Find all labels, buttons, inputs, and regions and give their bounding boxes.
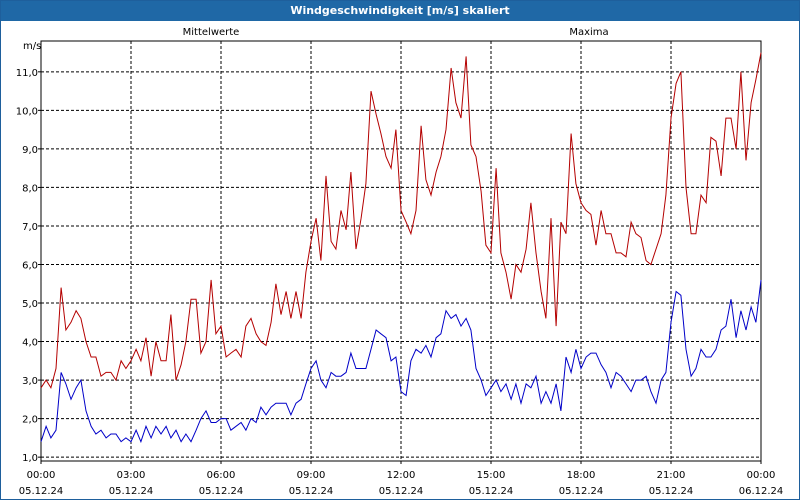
y-axis-label: m/s <box>23 41 41 52</box>
y-tick-label: 10,0 <box>16 106 38 117</box>
x-axis-ticks: 00:00 05.12.24 03:00 05.12.24 06:00 05.12.24 0… <box>19 461 784 497</box>
x-tick-date: 05.12.24 <box>289 486 334 497</box>
grid-lines <box>41 41 761 461</box>
y-tick-label: 8,0 <box>22 183 38 194</box>
x-tick-date: 05.12.24 <box>109 486 154 497</box>
y-tick-label: 6,0 <box>22 260 38 271</box>
legend-entry-max: Maxima <box>569 27 608 38</box>
x-tick-time: 15:00 <box>477 470 506 481</box>
x-tick-time: 03:00 <box>117 470 146 481</box>
x-tick-date: 05.12.24 <box>199 486 244 497</box>
x-tick-date: 05.12.24 <box>559 486 604 497</box>
y-tick-label: 9,0 <box>22 145 38 156</box>
x-tick-time: 00:00 <box>27 470 56 481</box>
y-tick-label: 11,0 <box>16 68 38 79</box>
x-tick-date: 05.12.24 <box>469 486 514 497</box>
x-tick-time: 21:00 <box>657 470 686 481</box>
y-tick-label: 2,0 <box>22 415 38 426</box>
x-tick-time: 18:00 <box>567 470 596 481</box>
series-group <box>40 52 762 444</box>
legend-entry-mean: Mittelwerte <box>183 27 240 38</box>
y-tick-label: 7,0 <box>22 222 38 233</box>
x-tick-date: 05.12.24 <box>379 486 424 497</box>
x-tick-date: 06.12.24 <box>739 486 784 497</box>
x-tick-time: 06:00 <box>207 470 236 481</box>
x-tick-date: 05.12.24 <box>19 486 64 497</box>
y-axis-ticks: 1,0 2,0 3,0 4,0 5,0 6,0 7,0 8,0 9,0 10,0 11,0 <box>16 68 41 464</box>
y-tick-label: 3,0 <box>22 376 38 387</box>
y-tick-label: 1,0 <box>22 453 38 464</box>
series-line-max <box>40 52 762 390</box>
x-tick-time: 12:00 <box>387 470 416 481</box>
x-tick-time: 00:00 <box>747 470 776 481</box>
y-tick-label: 5,0 <box>22 299 38 310</box>
window-title: Windgeschwindigkeit [m/s] skaliert <box>1 1 799 21</box>
x-tick-date: 05.12.24 <box>649 486 694 497</box>
x-tick-time: 09:00 <box>297 470 326 481</box>
series-line-mean <box>40 279 762 444</box>
y-tick-label: 4,0 <box>22 338 38 349</box>
